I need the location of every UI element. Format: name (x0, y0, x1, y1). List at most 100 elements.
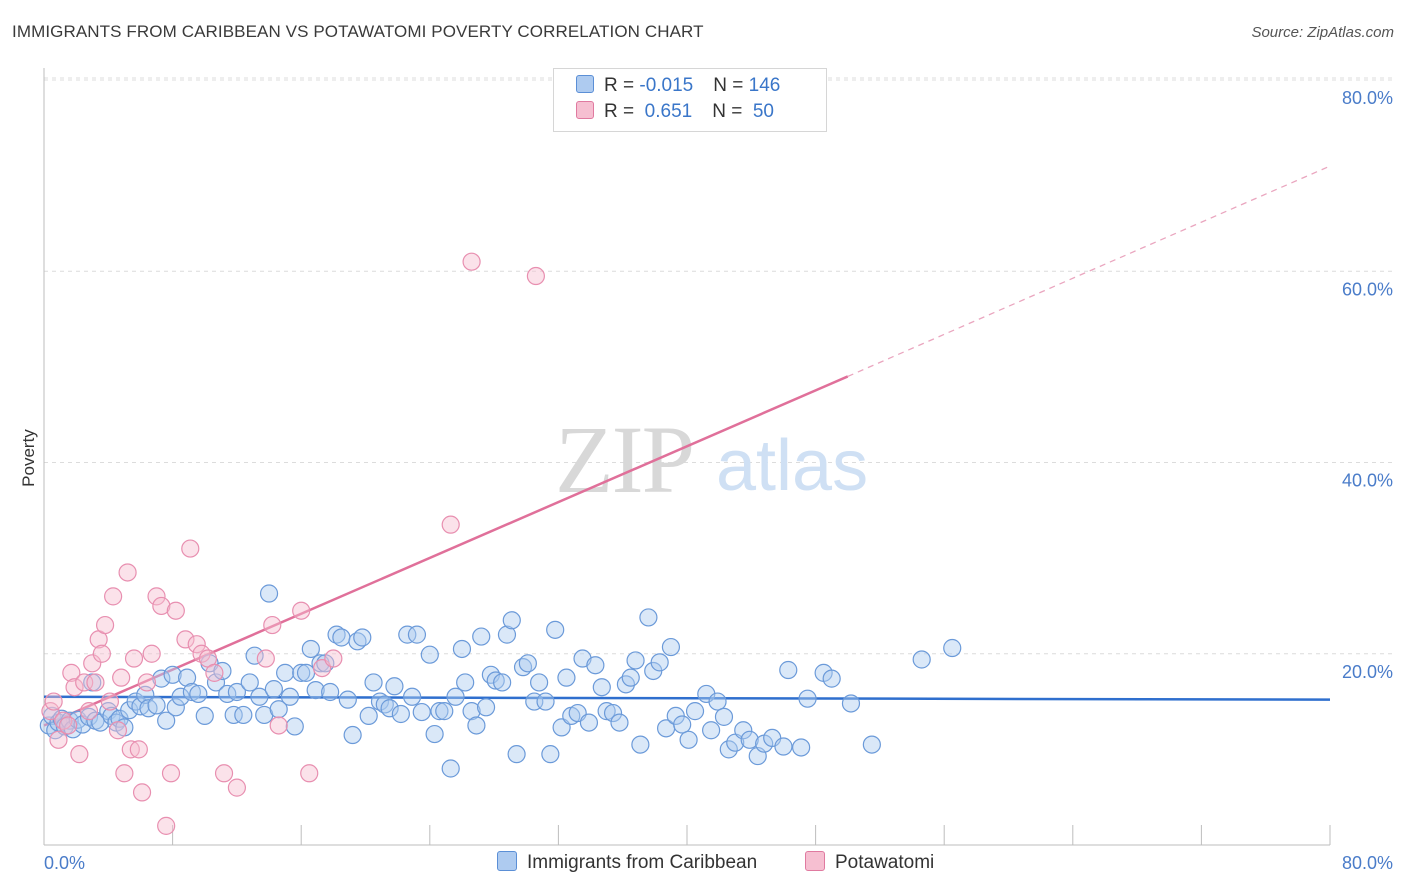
point-caribbean (189, 684, 208, 704)
legend-swatch-blue (497, 851, 517, 871)
point-caribbean (462, 702, 481, 721)
point-caribbean (472, 627, 491, 646)
point-caribbean (486, 671, 505, 690)
point-caribbean (306, 680, 325, 700)
point-caribbean (798, 689, 817, 708)
point-potawatomi (142, 644, 161, 663)
x-tick-max: 80.0% (1342, 853, 1393, 873)
correlation-legend: R = -0.015 N = 146 R = 0.651 N = 50 (553, 68, 827, 132)
point-caribbean (407, 625, 427, 644)
point-potawatomi (181, 539, 200, 558)
point-caribbean (280, 687, 300, 706)
point-caribbean (774, 737, 793, 756)
point-caribbean (597, 702, 616, 721)
legend-n-value: 50 (747, 101, 774, 122)
point-potawatomi (41, 702, 60, 721)
point-potawatomi (187, 635, 206, 654)
point-caribbean (603, 703, 623, 723)
point-caribbean (740, 730, 759, 749)
point-caribbean (385, 677, 404, 696)
point-caribbean (943, 638, 962, 658)
point-caribbean (391, 704, 410, 724)
point-caribbean (639, 608, 658, 627)
point-potawatomi (108, 721, 128, 740)
point-potawatomi (441, 515, 460, 534)
point-caribbean (530, 673, 549, 692)
point-potawatomi (300, 764, 319, 783)
point-caribbean (430, 702, 449, 721)
point-potawatomi (137, 673, 156, 692)
point-potawatomi (44, 692, 63, 711)
point-potawatomi (132, 783, 152, 802)
legend-row-caribbean: R = -0.015 N = 146 (576, 75, 780, 101)
legend-item-potawatomi[interactable]: Potawatomi (805, 851, 934, 874)
y-tick-label: 60.0% (1342, 279, 1393, 299)
point-potawatomi (124, 649, 144, 668)
point-caribbean (147, 696, 166, 715)
point-caribbean (403, 687, 422, 706)
point-caribbean (779, 660, 798, 680)
point-caribbean (734, 721, 753, 740)
point-caribbean (398, 625, 417, 644)
point-potawatomi (526, 266, 545, 286)
source-label: Source: ZipAtlas.com (1251, 24, 1394, 41)
point-caribbean (626, 651, 645, 670)
legend-n-label: N = (712, 101, 748, 122)
point-caribbean (518, 654, 537, 673)
legend-r-value: -0.015 (639, 75, 694, 96)
point-caribbean (435, 702, 454, 721)
point-caribbean (557, 668, 576, 687)
point-potawatomi (70, 745, 89, 764)
data-points (39, 252, 962, 835)
point-caribbean (327, 625, 346, 644)
point-caribbean (321, 682, 340, 702)
point-caribbean (546, 620, 565, 639)
point-potawatomi (92, 644, 111, 663)
legend-n-value: 146 (748, 75, 781, 96)
point-caribbean (541, 745, 560, 764)
chart-title: IMMIGRANTS FROM CARIBBEAN VS POTAWATOMI … (12, 22, 704, 41)
x-tick-min: 0.0% (44, 853, 85, 873)
point-caribbean (157, 711, 176, 730)
point-caribbean (353, 628, 372, 647)
y-tick-label: 20.0% (1342, 662, 1393, 682)
point-caribbean (171, 687, 190, 706)
y-axis-title: Poverty (19, 429, 38, 487)
point-potawatomi (256, 649, 275, 668)
legend-item-caribbean[interactable]: Immigrants from Caribbean (497, 851, 757, 874)
series-legend: Immigrants from Caribbean Potawatomi (0, 851, 1406, 877)
point-caribbean (441, 759, 460, 778)
point-potawatomi (161, 764, 181, 783)
point-caribbean (166, 698, 185, 717)
point-caribbean (264, 680, 283, 699)
trend-lines (43, 165, 1331, 727)
legend-r-label: R = (604, 75, 640, 96)
point-caribbean (234, 705, 253, 725)
point-caribbean (259, 584, 279, 603)
point-caribbean (493, 673, 512, 692)
legend-swatch-pink (576, 101, 594, 119)
trend-line-potawatomi-extension (847, 165, 1331, 378)
point-caribbean (586, 656, 605, 675)
point-caribbean (714, 707, 734, 726)
point-caribbean (380, 699, 399, 718)
legend-row-potawatomi: R = 0.651 N = 50 (576, 101, 774, 127)
point-caribbean (177, 668, 197, 687)
point-potawatomi (292, 601, 311, 620)
point-caribbean (719, 740, 738, 759)
point-caribbean (452, 639, 472, 659)
point-potawatomi (176, 630, 195, 649)
point-caribbean (195, 706, 214, 726)
legend-swatch-pink (805, 851, 825, 871)
point-potawatomi (166, 601, 185, 620)
point-potawatomi (129, 740, 148, 759)
trend-line-potawatomi (43, 375, 849, 727)
point-potawatomi (115, 764, 134, 783)
point-caribbean (359, 706, 378, 726)
point-caribbean (610, 713, 629, 732)
point-caribbean (425, 724, 444, 744)
point-potawatomi (65, 678, 84, 697)
legend-label-potawatomi: Potawatomi (835, 852, 935, 873)
point-caribbean (631, 735, 650, 754)
point-potawatomi (324, 649, 343, 668)
